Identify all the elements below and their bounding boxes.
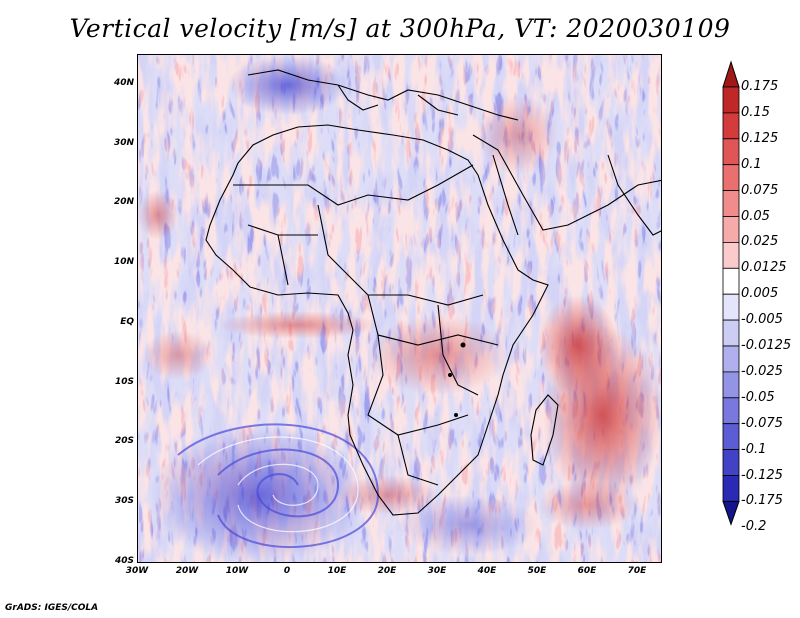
lon-label: 50E <box>527 566 547 576</box>
colorbar-tick-label: -0.2 <box>741 519 767 535</box>
map-panel[interactable] <box>137 54 662 563</box>
coastlines <box>205 69 661 516</box>
colorbar-tick-label: -0.1 <box>741 441 767 457</box>
lat-label: 30N <box>113 138 134 148</box>
colorbar-swatch <box>722 475 740 502</box>
lon-label: 20W <box>175 566 199 576</box>
colorbar-tick-label: -0.175 <box>741 493 783 509</box>
colorbar-swatch <box>722 371 740 399</box>
lat-label: 30S <box>114 496 134 506</box>
lon-label: 60E <box>577 566 597 576</box>
lon-label: 20E <box>377 566 397 576</box>
colorbar-tick-label: -0.005 <box>741 312 783 328</box>
colorbar-swatch <box>722 60 740 88</box>
lakes <box>448 342 466 417</box>
colorbar-tick-label: -0.025 <box>741 363 783 379</box>
colorbar-swatch <box>722 267 740 295</box>
colorbar-tick-label: 0.175 <box>741 79 779 94</box>
lon-label: 10W <box>225 566 249 576</box>
colorbar-swatch <box>722 449 740 476</box>
colorbar-tick-label: -0.075 <box>741 415 783 431</box>
lon-label: 30E <box>427 566 447 576</box>
colorbar-swatch <box>722 164 740 191</box>
colorbar-tick-label: 0.075 <box>741 182 779 198</box>
colorbar-swatch <box>722 190 740 217</box>
map-title: Vertical velocity [m/s] at 300hPa, VT: 2… <box>69 14 731 43</box>
lon-label: 40E <box>477 566 497 576</box>
colorbar-tick-label: 0.15 <box>741 104 770 120</box>
lon-label: 10E <box>327 566 347 576</box>
colorbar-swatch <box>722 397 740 425</box>
colorbar-swatch <box>722 500 740 526</box>
lon-label: 70E <box>627 566 647 576</box>
colorbar-tick-label: 0.05 <box>741 208 770 224</box>
lat-label: 10S <box>114 377 134 387</box>
colorbar-tick-label: 0.0125 <box>741 260 787 276</box>
colorbar-tick-label: 0.1 <box>741 156 762 172</box>
colorbar-swatch <box>722 319 740 347</box>
colorbar-swatch <box>722 241 740 269</box>
colorbar-swatch <box>722 138 740 166</box>
lat-label: EQ <box>120 317 134 327</box>
colorbar <box>722 60 740 526</box>
colorbar-tick-label: -0.125 <box>741 467 783 483</box>
lat-label: 10N <box>113 257 134 267</box>
colorbar-swatch <box>722 293 740 321</box>
colorbar-tick-label: -0.0125 <box>741 338 792 353</box>
lat-label: 40S <box>114 556 134 566</box>
colorbar-tick-label: 0.005 <box>741 286 779 302</box>
colorbar-swatch <box>722 345 740 373</box>
colorbar-tick-label: -0.05 <box>741 389 775 405</box>
map-field <box>138 55 661 562</box>
credit-label: GrADS: IGES/COLA <box>5 603 99 613</box>
lat-label: 40N <box>113 78 134 88</box>
colorbar-swatch <box>722 86 740 114</box>
lat-label: 20S <box>114 436 134 446</box>
lat-label: 20N <box>113 197 134 207</box>
colorbar-tick-label: 0.125 <box>741 130 779 146</box>
colorbar-swatch <box>722 216 740 243</box>
lon-label: 0 <box>283 566 291 576</box>
colorbar-tick-label: 0.025 <box>741 234 779 250</box>
colorbar-swatch <box>722 423 740 451</box>
lon-label: 30W <box>125 566 149 576</box>
colorbar-swatch <box>722 112 740 140</box>
